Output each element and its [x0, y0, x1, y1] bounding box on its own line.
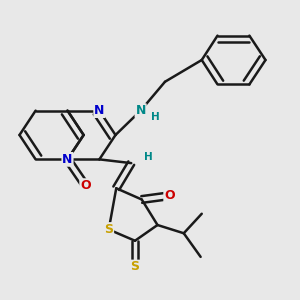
- Text: N: N: [62, 153, 73, 166]
- Text: H: H: [144, 152, 152, 163]
- Text: O: O: [80, 179, 91, 192]
- Text: S: S: [104, 223, 113, 236]
- Text: N: N: [135, 104, 146, 117]
- Text: S: S: [130, 260, 140, 274]
- Text: N: N: [94, 104, 105, 117]
- Text: H: H: [151, 112, 160, 122]
- Text: O: O: [164, 189, 175, 202]
